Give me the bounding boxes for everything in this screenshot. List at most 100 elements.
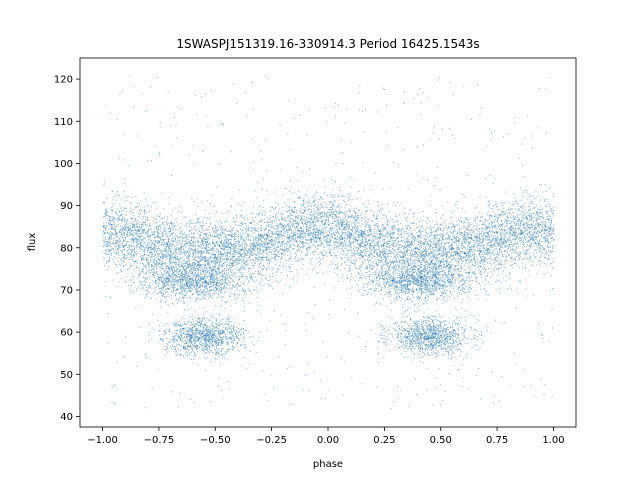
data-point: [105, 227, 107, 229]
data-point: [229, 242, 231, 244]
data-point: [271, 221, 273, 223]
data-point: [354, 280, 356, 282]
data-point: [421, 257, 423, 259]
data-point: [547, 201, 549, 203]
data-point: [118, 231, 120, 233]
data-point: [518, 213, 520, 215]
data-point: [331, 236, 333, 238]
data-point: [505, 263, 507, 265]
data-point: [467, 259, 468, 260]
data-point: [350, 216, 352, 217]
data-point: [332, 228, 333, 230]
data-point: [465, 254, 467, 255]
data-point: [113, 238, 115, 239]
data-point: [163, 250, 165, 252]
data-point: [164, 227, 166, 229]
data-point: [192, 282, 194, 284]
data-point: [443, 264, 445, 266]
data-point: [512, 239, 514, 241]
data-point: [213, 257, 215, 259]
data-point: [152, 252, 154, 254]
data-point: [319, 245, 321, 247]
data-point: [395, 254, 397, 256]
data-point: [456, 231, 458, 233]
data-point: [133, 215, 135, 216]
data-point: [428, 243, 430, 245]
data-point: [508, 227, 510, 229]
data-point: [400, 276, 402, 278]
data-point: [460, 231, 462, 233]
data-point: [526, 251, 528, 252]
data-point: [281, 257, 283, 259]
data-point: [157, 258, 159, 260]
data-point: [379, 252, 381, 254]
data-point: [142, 246, 144, 248]
data-point: [346, 222, 348, 224]
data-point: [504, 257, 506, 259]
data-point: [548, 219, 550, 221]
data-point: [206, 249, 208, 251]
data-point: [364, 244, 366, 246]
data-point: [229, 256, 231, 258]
data-point: [368, 257, 370, 259]
data-point: [127, 241, 129, 243]
data-point: [233, 272, 235, 274]
data-point: [423, 258, 425, 260]
data-point: [525, 212, 527, 214]
data-point: [184, 237, 186, 239]
data-point: [184, 224, 186, 226]
data-point: [422, 258, 424, 259]
data-point: [493, 253, 495, 255]
data-point: [337, 213, 339, 215]
data-point: [140, 238, 141, 240]
data-point: [140, 209, 142, 211]
data-point: [445, 248, 446, 250]
data-point: [119, 204, 121, 206]
data-point: [184, 258, 186, 260]
data-point: [319, 256, 321, 258]
data-point: [423, 271, 425, 273]
data-point: [489, 229, 491, 231]
data-point: [222, 256, 223, 258]
data-point: [504, 246, 506, 248]
data-point: [434, 209, 436, 211]
data-point: [502, 202, 504, 204]
data-point: [201, 227, 203, 229]
data-point: [334, 215, 336, 217]
data-point: [400, 234, 402, 236]
data-point: [541, 234, 543, 236]
data-point: [203, 243, 205, 245]
data-point: [311, 238, 313, 240]
data-point: [390, 238, 392, 240]
data-point: [373, 239, 375, 241]
data-point: [448, 237, 450, 239]
data-point: [418, 249, 420, 251]
data-point: [235, 259, 236, 261]
data-point: [393, 225, 395, 227]
data-point: [161, 233, 163, 235]
data-point: [336, 205, 338, 207]
data-point: [174, 257, 176, 259]
data-point: [410, 253, 412, 255]
data-point: [369, 239, 371, 241]
data-point: [402, 254, 404, 256]
data-point: [449, 249, 450, 251]
data-point: [390, 240, 392, 242]
data-point: [266, 227, 268, 229]
data-point: [515, 199, 517, 201]
data-point: [432, 271, 434, 273]
data-point: [345, 216, 347, 218]
data-point: [515, 248, 517, 250]
data-point: [441, 271, 443, 273]
data-point: [223, 243, 225, 245]
data-point: [530, 233, 532, 235]
data-point: [184, 233, 186, 235]
data-point: [470, 247, 472, 249]
data-point: [323, 216, 325, 218]
data-point: [323, 192, 325, 194]
data-point: [130, 244, 132, 246]
data-point: [346, 223, 348, 224]
data-point: [351, 215, 353, 217]
data-point: [467, 238, 468, 240]
data-point: [314, 212, 316, 214]
